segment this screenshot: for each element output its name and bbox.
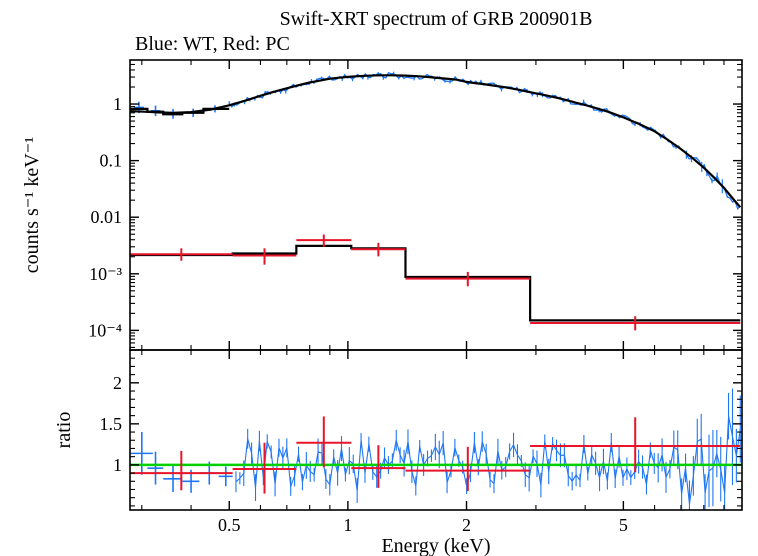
y-tick-label: 10⁻⁴	[88, 320, 122, 340]
y-tick-label: 2	[113, 373, 122, 393]
x-tick-label: 5	[619, 515, 628, 535]
x-tick-label: 2	[462, 515, 471, 535]
y-axis-label-bottom: ratio	[53, 412, 75, 449]
x-tick-label: 1	[343, 515, 352, 535]
y-tick-label: 1.5	[100, 414, 123, 434]
chart-subtitle: Blue: WT, Red: PC	[135, 33, 290, 55]
y-tick-label: 1	[113, 455, 122, 475]
spectrum-chart: Swift-XRT spectrum of GRB 200901B Blue: W…	[0, 0, 758, 556]
y-tick-label: 1	[113, 94, 122, 114]
x-axis-label: Energy (keV)	[381, 535, 490, 556]
y-tick-label: 10⁻³	[89, 264, 123, 284]
x-tick-label: 0.5	[218, 515, 241, 535]
y-tick-label: 0.01	[91, 207, 123, 227]
chart-title: Swift-XRT spectrum of GRB 200901B	[280, 8, 593, 30]
y-axis-label-top: counts s⁻¹ keV⁻¹	[21, 137, 43, 273]
y-tick-label: 0.1	[100, 151, 123, 171]
